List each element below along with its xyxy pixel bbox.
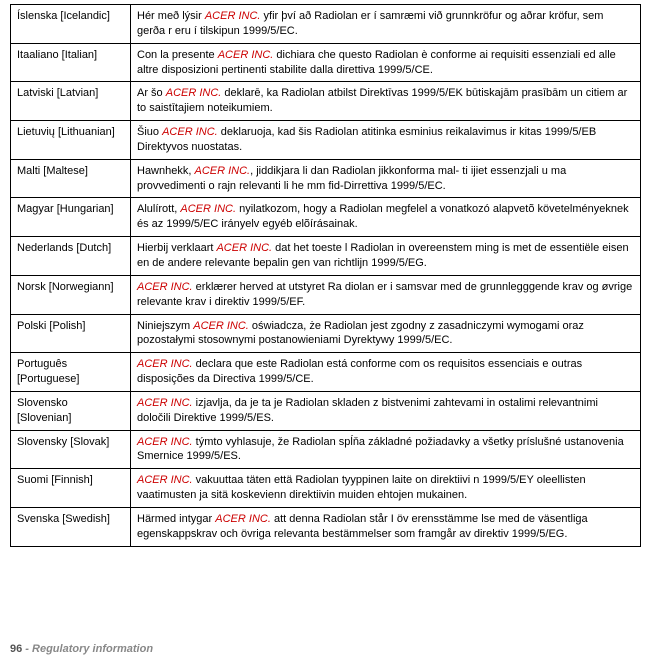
company-name: ACER INC. bbox=[194, 165, 250, 177]
company-name: ACER INC. bbox=[137, 281, 193, 293]
declaration-cell: Ar šo ACER INC. deklarē, ka Radiolan atb… bbox=[131, 82, 641, 121]
declaration-cell: Šiuo ACER INC. deklaruoja, kad šis Radio… bbox=[131, 121, 641, 160]
declaration-pre: Hawnhekk, bbox=[137, 165, 194, 177]
table-row: Slovensko [Slovenian]ACER INC. izjavlja,… bbox=[11, 391, 641, 430]
language-cell: Lietuvių [Lithuanian] bbox=[11, 121, 131, 160]
company-name: ACER INC. bbox=[162, 126, 218, 138]
declaration-pre: Ar šo bbox=[137, 87, 166, 99]
table-row: Magyar [Hungarian]Alulírott, ACER INC. n… bbox=[11, 198, 641, 237]
declaration-pre: Härmed intygar bbox=[137, 513, 215, 525]
table-row: Nederlands [Dutch]Hierbij verklaart ACER… bbox=[11, 237, 641, 276]
table-row: Polski [Polish]Niniejszym ACER INC. oświ… bbox=[11, 314, 641, 353]
table-row: Íslenska [Icelandic]Hér með lýsir ACER I… bbox=[11, 5, 641, 44]
declaration-cell: Hér með lýsir ACER INC. yfir því að Radi… bbox=[131, 5, 641, 44]
company-name: ACER INC. bbox=[166, 87, 222, 99]
page-footer: 96 - Regulatory information bbox=[10, 643, 153, 655]
declaration-cell: Con la presente ACER INC. dichiara che q… bbox=[131, 43, 641, 82]
declaration-pre: Con la presente bbox=[137, 49, 218, 61]
declaration-cell: ACER INC. týmto vyhlasuje, že Radiolan s… bbox=[131, 430, 641, 469]
company-name: ACER INC. bbox=[137, 436, 193, 448]
language-cell: Polski [Polish] bbox=[11, 314, 131, 353]
declaration-post: vakuuttaa täten että Radiolan tyyppinen … bbox=[137, 474, 586, 501]
declaration-cell: Härmed intygar ACER INC. att denna Radio… bbox=[131, 507, 641, 546]
language-cell: Norsk [Norwegiann] bbox=[11, 275, 131, 314]
language-cell: Íslenska [Icelandic] bbox=[11, 5, 131, 44]
footer-separator: - bbox=[22, 643, 32, 655]
declaration-cell: Hierbij verklaart ACER INC. dat het toes… bbox=[131, 237, 641, 276]
declaration-pre: Šiuo bbox=[137, 126, 162, 138]
declaration-cell: ACER INC. izjavlja, da je ta je Radiolan… bbox=[131, 391, 641, 430]
declarations-tbody: Íslenska [Icelandic]Hér með lýsir ACER I… bbox=[11, 5, 641, 547]
company-name: ACER INC. bbox=[137, 358, 193, 370]
language-cell: Português [Portuguese] bbox=[11, 353, 131, 392]
company-name: ACER INC. bbox=[137, 397, 193, 409]
declaration-pre: Niniejszym bbox=[137, 320, 193, 332]
company-name: ACER INC. bbox=[215, 513, 271, 525]
language-cell: Malti [Maltese] bbox=[11, 159, 131, 198]
language-cell: Nederlands [Dutch] bbox=[11, 237, 131, 276]
table-row: Malti [Maltese]Hawnhekk, ACER INC., jidd… bbox=[11, 159, 641, 198]
table-row: Latviski [Latvian]Ar šo ACER INC. deklar… bbox=[11, 82, 641, 121]
declaration-cell: Alulírott, ACER INC. nyilatkozom, hogy a… bbox=[131, 198, 641, 237]
declaration-cell: ACER INC. erklærer herved at utstyret Ra… bbox=[131, 275, 641, 314]
company-name: ACER INC. bbox=[205, 10, 261, 22]
declaration-cell: Niniejszym ACER INC. oświadcza, że Radio… bbox=[131, 314, 641, 353]
language-cell: Itaaliano [Italian] bbox=[11, 43, 131, 82]
declaration-pre: Hér með lýsir bbox=[137, 10, 205, 22]
company-name: ACER INC. bbox=[216, 242, 272, 254]
language-cell: Slovensko [Slovenian] bbox=[11, 391, 131, 430]
declaration-pre: Hierbij verklaart bbox=[137, 242, 216, 254]
declaration-post: declara que este Radiolan está conforme … bbox=[137, 358, 582, 385]
declaration-cell: ACER INC. vakuuttaa täten että Radiolan … bbox=[131, 469, 641, 508]
table-row: Itaaliano [Italian]Con la presente ACER … bbox=[11, 43, 641, 82]
company-name: ACER INC. bbox=[218, 49, 274, 61]
table-row: Slovensky [Slovak]ACER INC. týmto vyhlas… bbox=[11, 430, 641, 469]
table-row: Norsk [Norwegiann]ACER INC. erklærer her… bbox=[11, 275, 641, 314]
table-row: Lietuvių [Lithuanian]Šiuo ACER INC. dekl… bbox=[11, 121, 641, 160]
company-name: ACER INC. bbox=[180, 203, 236, 215]
declaration-pre: Alulírott, bbox=[137, 203, 180, 215]
footer-section: Regulatory information bbox=[32, 643, 153, 655]
declaration-cell: ACER INC. declara que este Radiolan está… bbox=[131, 353, 641, 392]
company-name: ACER INC. bbox=[193, 320, 249, 332]
language-cell: Magyar [Hungarian] bbox=[11, 198, 131, 237]
language-cell: Svenska [Swedish] bbox=[11, 507, 131, 546]
declaration-post: izjavlja, da je ta je Radiolan skladen z… bbox=[137, 397, 598, 424]
table-row: Suomi [Finnish]ACER INC. vakuuttaa täten… bbox=[11, 469, 641, 508]
language-cell: Suomi [Finnish] bbox=[11, 469, 131, 508]
declaration-post: týmto vyhlasuje, že Radiolan spĺňa zákla… bbox=[137, 436, 624, 463]
declaration-cell: Hawnhekk, ACER INC., jiddikjara li dan R… bbox=[131, 159, 641, 198]
declaration-post: erklærer herved at utstyret Ra diolan er… bbox=[137, 281, 632, 308]
language-cell: Slovensky [Slovak] bbox=[11, 430, 131, 469]
table-row: Português [Portuguese]ACER INC. declara … bbox=[11, 353, 641, 392]
company-name: ACER INC. bbox=[137, 474, 193, 486]
page-number: 96 bbox=[10, 643, 22, 655]
declarations-table: Íslenska [Icelandic]Hér með lýsir ACER I… bbox=[10, 4, 641, 547]
language-cell: Latviski [Latvian] bbox=[11, 82, 131, 121]
table-row: Svenska [Swedish]Härmed intygar ACER INC… bbox=[11, 507, 641, 546]
